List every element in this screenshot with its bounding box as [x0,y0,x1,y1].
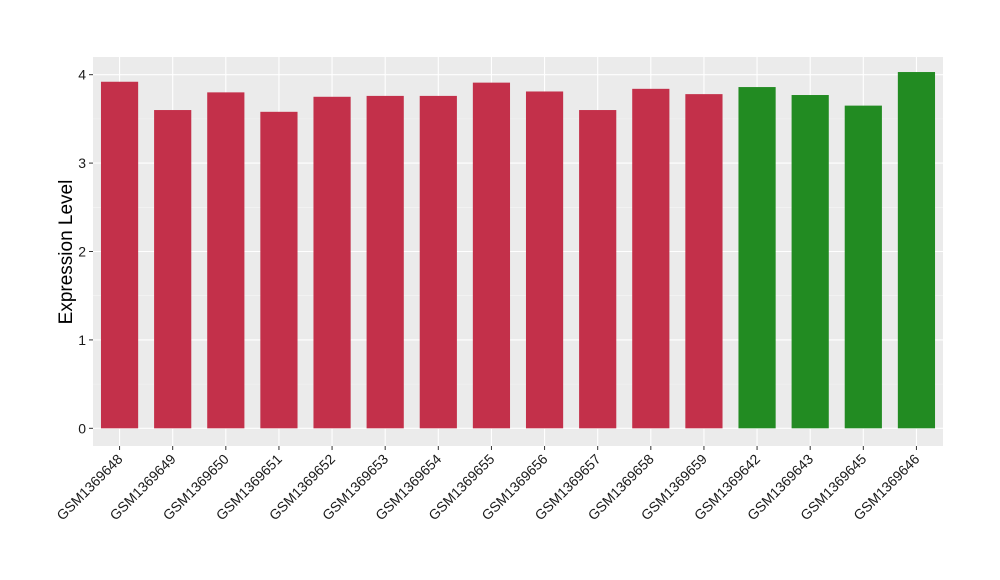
bar [154,110,192,429]
bar [685,94,723,429]
bar [525,91,564,429]
bar [579,110,617,429]
bar [738,87,776,429]
y-tick-label: 1 [78,332,86,348]
bar [472,82,511,429]
y-tick-label: 3 [78,155,86,171]
y-axis-title: Expression Level [56,180,77,325]
y-tick-label: 4 [78,67,86,83]
bar [260,111,298,429]
bar [897,72,936,429]
bar [419,95,457,429]
bar [844,105,882,429]
y-axis: 0 1 2 3 4 [78,67,93,436]
bar [207,92,245,429]
bar [100,81,139,429]
bar [366,95,404,429]
y-tick-label: 2 [78,244,86,260]
bar [791,95,829,429]
bar [632,88,670,429]
x-axis: GSM1369648GSM1369649GSM1369650GSM1369651… [53,446,923,523]
y-tick-label: 0 [78,420,86,436]
bars [100,72,936,429]
bar [313,96,351,429]
